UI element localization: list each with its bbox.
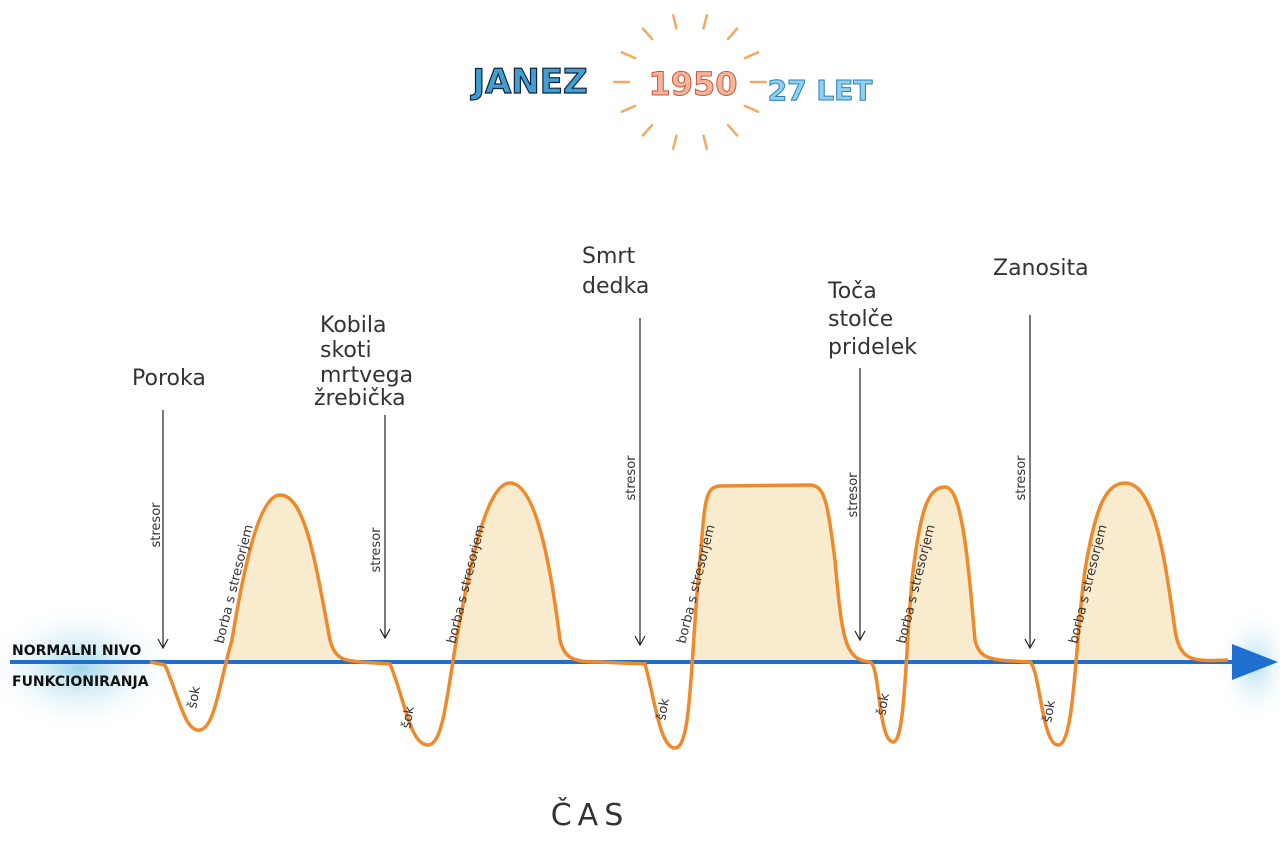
axis-arrowhead <box>1232 644 1278 680</box>
sun-ray <box>726 27 739 41</box>
arrowhead <box>1024 638 1036 650</box>
stressor-label: stresor <box>846 472 861 518</box>
event-label: Smrt <box>582 244 635 269</box>
sun-rays <box>613 14 767 150</box>
shock-label: šok <box>399 705 418 730</box>
stressor-label: stresor <box>369 527 384 573</box>
sun-ray <box>743 51 760 60</box>
event-label: skoti <box>320 338 372 363</box>
age: 27 LET <box>768 74 873 107</box>
arrowhead <box>854 630 866 642</box>
sun-ray <box>641 27 654 41</box>
event-label: žrebička <box>314 386 406 411</box>
shock-label: šok <box>185 685 204 710</box>
sun-ray <box>620 51 637 60</box>
sun-ray <box>702 14 709 30</box>
arrowhead <box>379 628 391 640</box>
event-label: pridelek <box>828 335 917 360</box>
glow <box>0 603 180 733</box>
stressor-label: stresor <box>1014 455 1029 501</box>
stressor-label: stresor <box>149 502 164 548</box>
sun-ray <box>671 134 678 150</box>
shock-label: šok <box>1040 699 1059 724</box>
axis-label-top: NORMALNI NIVO <box>12 643 141 659</box>
sun-ray <box>726 123 739 137</box>
event-label: dedka <box>582 274 649 299</box>
sun-ray <box>620 104 637 113</box>
struggle-fill <box>150 483 1230 662</box>
name: JANEZ <box>470 62 587 102</box>
event-label: Poroka <box>132 366 206 391</box>
sun-ray <box>671 14 678 30</box>
year: 1950 <box>648 65 737 103</box>
axis-label-bottom: FUNKCIONIRANJA <box>12 674 149 690</box>
event-label: Toča <box>827 279 877 304</box>
event-label: Kobila <box>320 313 386 338</box>
sun-ray <box>743 104 760 113</box>
event-label: stolče <box>828 307 893 332</box>
sun-ray <box>641 123 654 137</box>
sun-ray <box>702 134 709 150</box>
shock-label: šok <box>654 697 673 722</box>
functioning-curve <box>149 481 1229 750</box>
event-label: mrtvega <box>320 363 413 388</box>
event-label: Zanosita <box>993 256 1089 281</box>
shock-label: šok <box>874 692 893 717</box>
stressor-label: stresor <box>624 455 639 501</box>
arrowhead <box>634 635 646 647</box>
arrowhead <box>157 638 169 650</box>
time-label: ČAS <box>551 796 630 833</box>
